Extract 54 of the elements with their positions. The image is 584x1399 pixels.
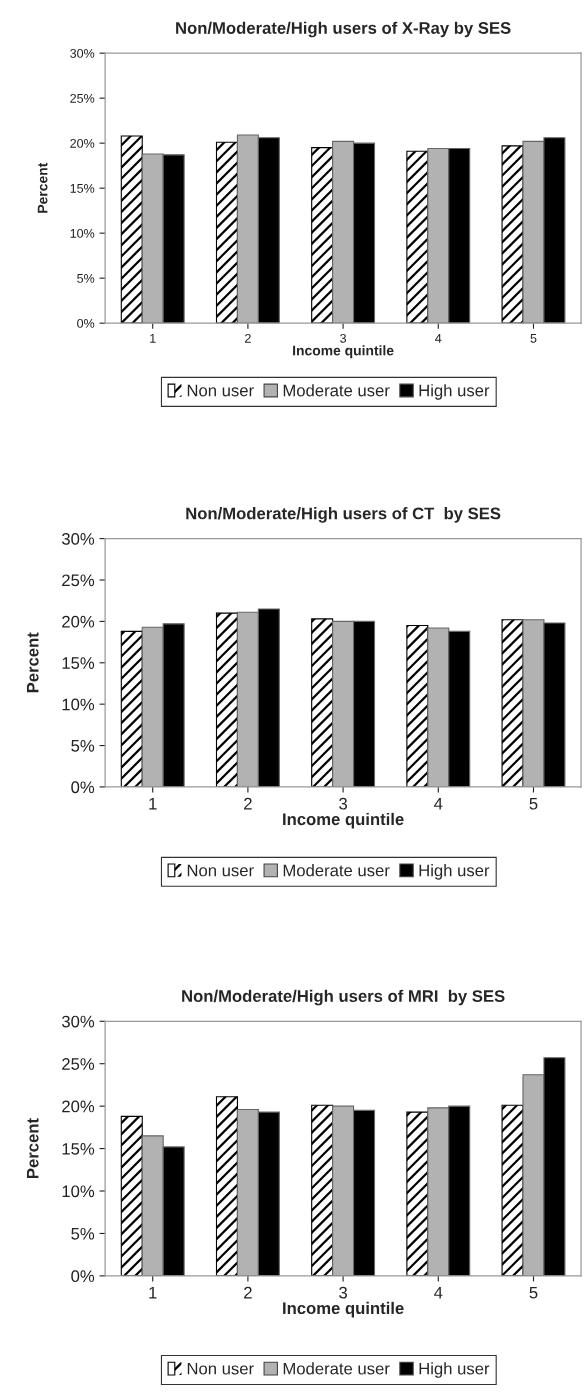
legend-label: Moderate user — [283, 864, 390, 877]
x-tick-label: 3 — [339, 797, 347, 810]
y-tick-label: 25% — [62, 574, 95, 587]
x-tick-label: 1 — [149, 1286, 157, 1299]
y-tick-label: 0% — [71, 1270, 95, 1283]
y-tick-label: 10% — [62, 698, 95, 711]
chart-title: Non/Moderate/High users of MRI by SES — [182, 989, 505, 1006]
x-tick-label: 5 — [529, 1286, 538, 1299]
y-tick-label: 10% — [70, 228, 95, 238]
legend-label: Non user — [187, 384, 254, 397]
x-tick-label: 4 — [435, 334, 442, 343]
y-tick-label: 30% — [61, 1015, 95, 1028]
y-tick-label: 0% — [71, 781, 95, 794]
y-tick-label: 15% — [62, 1143, 95, 1155]
x-tick-label: 5 — [530, 334, 537, 343]
y-tick-label: 25% — [70, 93, 95, 103]
x-tick-label: 2 — [244, 1286, 252, 1299]
x-tick-label: 1 — [150, 334, 156, 343]
legend-label: Non user — [187, 1362, 254, 1375]
y-tick-label: 10% — [62, 1185, 95, 1198]
y-tick-label: 15% — [62, 657, 95, 669]
x-tick-label: 3 — [340, 333, 347, 343]
y-tick-label: 15% — [70, 184, 95, 193]
x-axis-title: Income quintile — [283, 1301, 404, 1318]
x-tick-label: 4 — [434, 797, 443, 810]
legend-label: Non user — [187, 864, 254, 877]
x-tick-label: 2 — [245, 333, 251, 343]
chart-title: Non/Moderate/High users of X-Ray by SES — [176, 21, 511, 38]
x-tick-label: 5 — [529, 797, 538, 810]
y-axis-title: Percent — [26, 1118, 39, 1179]
legend-label: High user — [419, 864, 490, 880]
x-axis-title: Income quintile — [293, 345, 394, 359]
y-tick-label: 0% — [77, 318, 95, 328]
y-tick-label: 30% — [70, 48, 95, 58]
y-tick-label: 5% — [71, 740, 95, 752]
y-tick-label: 20% — [70, 138, 95, 148]
legend-label: Moderate user — [283, 384, 390, 397]
legend-label: Moderate user — [283, 1362, 390, 1375]
y-tick-label: 5% — [71, 1227, 95, 1240]
legend-label: High user — [419, 384, 490, 400]
y-tick-label: 30% — [61, 533, 95, 545]
y-axis-title: Percent — [26, 632, 39, 693]
x-tick-label: 4 — [434, 1286, 443, 1299]
x-tick-label: 2 — [244, 797, 252, 810]
legend-label: High user — [419, 1362, 490, 1378]
y-tick-label: 20% — [62, 1100, 95, 1113]
x-tick-label: 1 — [149, 797, 157, 810]
x-axis-title: Income quintile — [283, 812, 404, 829]
chart-title: Non/Moderate/High users of CT by SES — [186, 507, 501, 523]
y-axis-title: Percent — [37, 162, 48, 213]
y-tick-label: 25% — [62, 1058, 95, 1070]
y-tick-label: 20% — [62, 615, 95, 628]
x-tick-label: 3 — [339, 1286, 347, 1299]
y-tick-label: 5% — [77, 274, 95, 283]
